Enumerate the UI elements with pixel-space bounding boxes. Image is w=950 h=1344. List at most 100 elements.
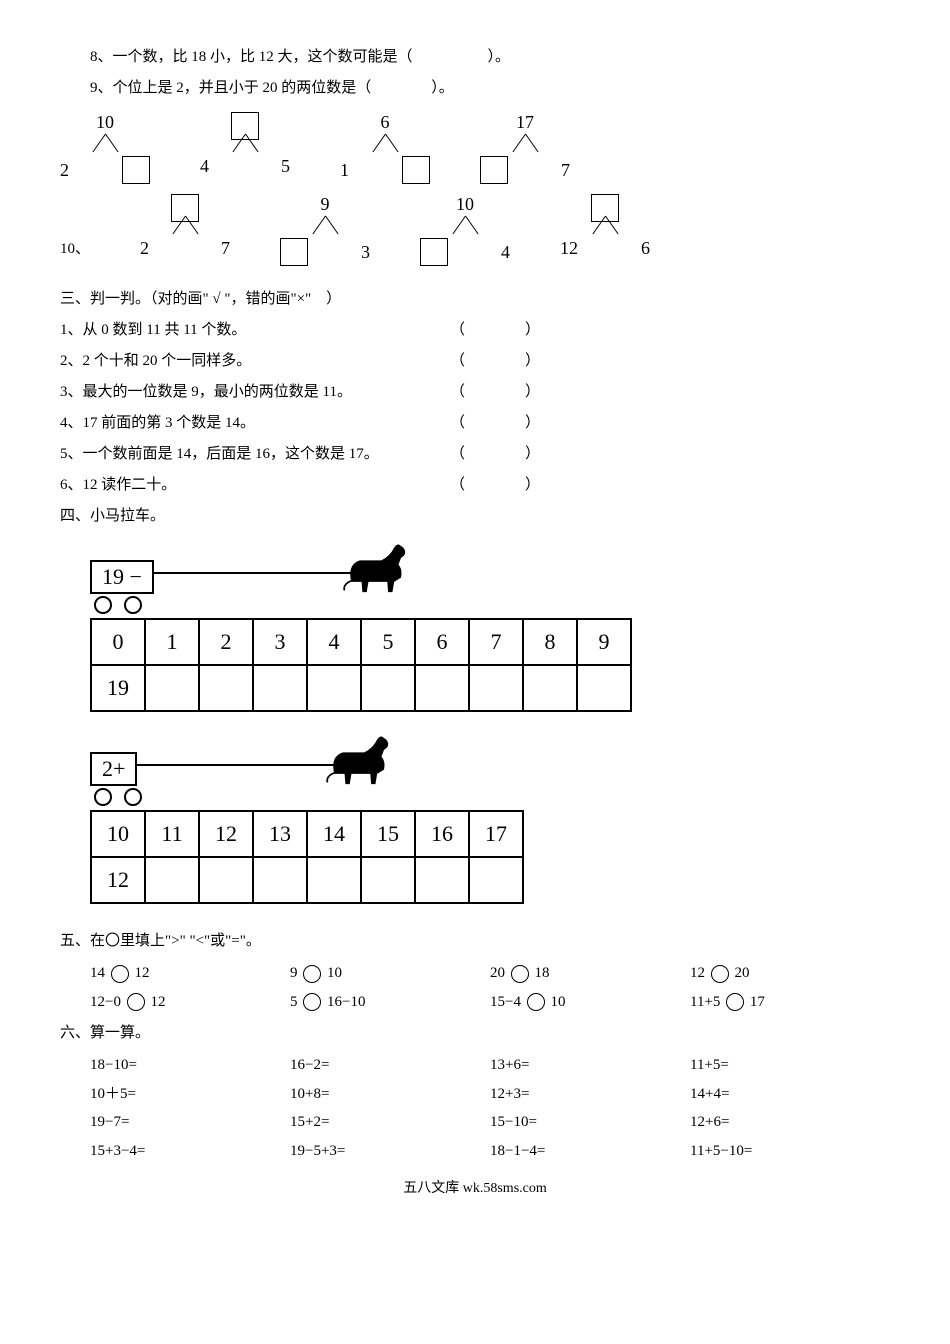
calc-item: 13+6= <box>490 1051 690 1080</box>
compare-item: 11+5 17 <box>690 988 890 1017</box>
number-tree: 104 <box>420 194 510 266</box>
question-8: 8、一个数，比 18 小，比 12 大，这个数可能是（ ）。 <box>60 44 890 71</box>
question-9: 9、个位上是 2，并且小于 20 的两位数是（ ）。 <box>60 75 890 102</box>
grid-header-cell: 2 <box>199 619 253 665</box>
grid-header-cell: 10 <box>91 811 145 857</box>
grid-answer-cell[interactable] <box>577 665 631 711</box>
horse-icon <box>332 539 422 599</box>
grid-header-cell: 11 <box>145 811 199 857</box>
compare-item: 15−4 10 <box>490 988 690 1017</box>
number-tree: 45 <box>200 112 290 177</box>
number-tree: 93 <box>280 194 370 266</box>
grid-header-cell: 16 <box>415 811 469 857</box>
grid-answer-cell[interactable] <box>361 665 415 711</box>
q10-row-1: 102 45 61 177 <box>60 112 890 184</box>
calc-row: 15+3−4=19−5+3=18−1−4=11+5−10= <box>90 1137 890 1166</box>
true-false-item: 6、12 读作二十。（ ） <box>60 472 540 499</box>
grid-header-cell: 14 <box>307 811 361 857</box>
grid-header-cell: 12 <box>199 811 253 857</box>
true-false-item: 3、最大的一位数是 9，最小的两位数是 11。（ ） <box>60 379 540 406</box>
grid-header-cell: 1 <box>145 619 199 665</box>
compare-item: 14 12 <box>90 959 290 988</box>
compare-circle[interactable] <box>726 993 744 1011</box>
calc-item: 10＋5= <box>90 1080 290 1109</box>
compare-circle[interactable] <box>303 993 321 1011</box>
calc-item: 15+3−4= <box>90 1137 290 1166</box>
compare-circle[interactable] <box>303 965 321 983</box>
compare-item: 9 10 <box>290 959 490 988</box>
true-false-item: 1、从 0 数到 11 共 11 个数。（ ） <box>60 317 540 344</box>
compare-circle[interactable] <box>527 993 545 1011</box>
compare-item: 12−0 12 <box>90 988 290 1017</box>
grid-answer-cell[interactable] <box>469 857 523 903</box>
number-tree: 102 <box>60 112 150 184</box>
calc-item: 12+3= <box>490 1080 690 1109</box>
calc-row: 19−7=15+2=15−10=12+6= <box>90 1108 890 1137</box>
section-3-title: 三、判一判。（对的画" √ "，错的画"×" ） <box>60 286 890 313</box>
calc-item: 14+4= <box>690 1080 890 1109</box>
compare-circle[interactable] <box>511 965 529 983</box>
compare-row-a: 14 129 1020 1812 20 <box>60 959 890 988</box>
calc-item: 19−5+3= <box>290 1137 490 1166</box>
number-tree: 61 <box>340 112 430 184</box>
grid-answer-cell[interactable] <box>415 857 469 903</box>
compare-circle[interactable] <box>711 965 729 983</box>
compare-item: 12 20 <box>690 959 890 988</box>
grid-answer-cell[interactable]: 12 <box>91 857 145 903</box>
calc-item: 19−7= <box>90 1108 290 1137</box>
grid-answer-cell[interactable] <box>199 857 253 903</box>
true-false-item: 2、2 个十和 20 个一同样多。（ ） <box>60 348 540 375</box>
grid-answer-cell[interactable] <box>307 857 361 903</box>
horse-block-2: 2+ 101112131415161712 <box>60 736 890 904</box>
true-false-item: 4、17 前面的第 3 个数是 14。（ ） <box>60 410 540 437</box>
grid-header-cell: 9 <box>577 619 631 665</box>
calc-item: 16−2= <box>290 1051 490 1080</box>
grid-header-cell: 4 <box>307 619 361 665</box>
horse-icon <box>315 731 405 791</box>
grid-answer-cell[interactable] <box>253 857 307 903</box>
grid-header-cell: 3 <box>253 619 307 665</box>
compare-row-b: 12−0 125 16−1015−4 1011+5 17 <box>60 988 890 1017</box>
calc-item: 18−1−4= <box>490 1137 690 1166</box>
footer: 五八文库 wk.58sms.com <box>60 1177 890 1197</box>
grid-answer-cell[interactable] <box>469 665 523 711</box>
calc-row: 10＋5=10+8=12+3=14+4= <box>90 1080 890 1109</box>
compare-item: 5 16−10 <box>290 988 490 1017</box>
horse2-table: 101112131415161712 <box>90 810 524 904</box>
grid-header-cell: 15 <box>361 811 415 857</box>
q10-label: 10、 <box>60 237 90 266</box>
calc-item: 11+5= <box>690 1051 890 1080</box>
grid-answer-cell[interactable] <box>307 665 361 711</box>
horse-block-1: 19 − 012345678919 <box>60 544 890 712</box>
grid-header-cell: 6 <box>415 619 469 665</box>
number-tree: 177 <box>480 112 570 184</box>
calc-item: 11+5−10= <box>690 1137 890 1166</box>
number-tree: 27 <box>140 194 230 259</box>
q10-row-2: 10、 27 93 104 126 <box>60 194 890 266</box>
grid-header-cell: 8 <box>523 619 577 665</box>
calc-item: 10+8= <box>290 1080 490 1109</box>
horse2-label: 2+ <box>90 752 137 786</box>
grid-answer-cell[interactable] <box>199 665 253 711</box>
grid-answer-cell[interactable] <box>361 857 415 903</box>
section-4-title: 四、小马拉车。 <box>60 503 890 530</box>
grid-header-cell: 7 <box>469 619 523 665</box>
section-6-title: 六、算一算。 <box>60 1020 890 1047</box>
grid-answer-cell[interactable] <box>415 665 469 711</box>
calc-item: 15+2= <box>290 1108 490 1137</box>
horse1-table: 0123456789 19 <box>90 618 632 712</box>
compare-circle[interactable] <box>111 965 129 983</box>
calc-row: 18−10=16−2=13+6=11+5= <box>90 1051 890 1080</box>
grid-answer-cell[interactable] <box>145 665 199 711</box>
grid-answer-cell[interactable] <box>145 857 199 903</box>
true-false-item: 5、一个数前面是 14，后面是 16，这个数是 17。（ ） <box>60 441 540 468</box>
grid-answer-cell[interactable] <box>523 665 577 711</box>
grid-answer-cell[interactable]: 19 <box>91 665 145 711</box>
grid-header-cell: 5 <box>361 619 415 665</box>
section-5-title: 五、在〇里填上">" "<"或"="。 <box>60 928 890 955</box>
compare-item: 20 18 <box>490 959 690 988</box>
compare-circle[interactable] <box>127 993 145 1011</box>
grid-answer-cell[interactable] <box>253 665 307 711</box>
number-tree: 126 <box>560 194 650 259</box>
grid-header-cell: 0 <box>91 619 145 665</box>
